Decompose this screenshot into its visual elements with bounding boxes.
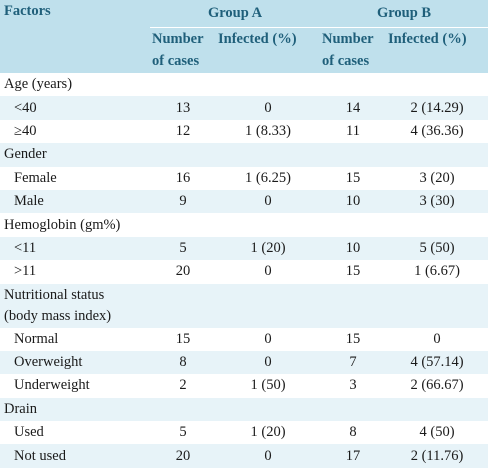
section-label-line2: (body mass index) <box>4 307 112 324</box>
header-a-infected-label: Infected (%) <box>218 31 297 47</box>
header-a-cases-line1: Number <box>152 31 204 47</box>
group-a-infected: 1 (50) <box>216 374 321 398</box>
group-a-cases: 8 <box>150 350 216 375</box>
header-row-columns: Number of cases Infected (%) Number of c… <box>0 27 488 73</box>
table-row: Overweight 8 0 7 4 (57.14) <box>0 350 488 375</box>
table-row: >11 20 0 15 1 (6.67) <box>0 260 488 284</box>
group-b-infected: 4 (36.36) <box>386 119 488 144</box>
group-b-cases: 17 <box>320 444 387 468</box>
group-a-infected: 1 (8.33) <box>216 119 321 144</box>
section-row-drain: Drain <box>0 397 488 422</box>
group-b-infected: 2 (66.67) <box>386 374 488 398</box>
group-a-infected: 0 <box>216 260 321 284</box>
section-label: Hemoglobin (gm%) <box>0 213 488 237</box>
group-b-cases: 15 <box>320 166 387 190</box>
group-b-infected: 4 (57.14) <box>386 350 488 375</box>
group-b-cases: 3 <box>320 374 387 398</box>
group-a-cases: 15 <box>150 327 216 351</box>
row-label: >11 <box>0 260 150 284</box>
table-row: <40 13 0 14 2 (14.29) <box>0 96 488 120</box>
row-label: Overweight <box>0 350 150 375</box>
row-label: Normal <box>0 327 150 351</box>
group-a-cases: 5 <box>150 421 216 445</box>
group-b-infected: 2 (14.29) <box>386 96 488 120</box>
group-a-cases: 13 <box>150 96 216 120</box>
header-b-infected: Infected (%) <box>386 27 488 73</box>
group-b-cases: 15 <box>320 327 387 351</box>
group-a-cases: 9 <box>150 189 216 214</box>
header-group-b: Group B <box>320 0 488 28</box>
group-b-cases: 10 <box>320 236 387 261</box>
header-a-cases: Number of cases <box>150 27 216 73</box>
group-b-cases: 15 <box>320 260 387 284</box>
group-a-infected: 0 <box>216 350 321 375</box>
group-a-cases: 16 <box>150 166 216 190</box>
section-label-line1: Nutritional status <box>4 286 105 303</box>
group-a-infected: 0 <box>216 327 321 351</box>
row-label: ≥40 <box>0 119 150 144</box>
group-b-cases: 7 <box>320 350 387 375</box>
header-group-a: Group A <box>150 0 321 28</box>
section-row-hemoglobin: Hemoglobin (gm%) <box>0 213 488 237</box>
section-label: Gender <box>0 143 488 167</box>
table-row: <11 5 1 (20) 10 5 (50) <box>0 236 488 261</box>
header-b-cases-line1: Number <box>322 31 374 47</box>
section-label: Nutritional status (body mass index) <box>0 283 488 328</box>
header-b-cases: Number of cases <box>320 27 387 73</box>
group-a-cases: 12 <box>150 119 216 144</box>
group-b-infected: 2 (11.76) <box>386 444 488 468</box>
group-b-infected: 3 (30) <box>386 189 488 214</box>
group-a-cases: 2 <box>150 374 216 398</box>
group-a-infected: 0 <box>216 189 321 214</box>
section-row-nutritional-status: Nutritional status (body mass index) <box>0 283 488 328</box>
row-label: Not used <box>0 444 150 468</box>
section-row-age: Age (years) <box>0 73 488 97</box>
row-label: <40 <box>0 96 150 120</box>
group-a-cases: 5 <box>150 236 216 261</box>
group-b-infected: 1 (6.67) <box>386 260 488 284</box>
table-row: Used 5 1 (20) 8 4 (50) <box>0 421 488 445</box>
table-row: Underweight 2 1 (50) 3 2 (66.67) <box>0 374 488 398</box>
group-a-infected: 0 <box>216 96 321 120</box>
table-row: Male 9 0 10 3 (30) <box>0 189 488 214</box>
row-label: <11 <box>0 236 150 261</box>
group-b-cases: 8 <box>320 421 387 445</box>
section-row-gender: Gender <box>0 143 488 167</box>
header-b-infected-label: Infected (%) <box>388 31 467 47</box>
section-label: Drain <box>0 397 488 422</box>
group-a-infected: 0 <box>216 444 321 468</box>
table-row: Female 16 1 (6.25) 15 3 (20) <box>0 166 488 190</box>
header-a-infected: Infected (%) <box>216 27 321 73</box>
group-b-infected: 3 (20) <box>386 166 488 190</box>
group-b-cases: 10 <box>320 189 387 214</box>
group-a-infected: 1 (20) <box>216 236 321 261</box>
table-row: Not used 20 0 17 2 (11.76) <box>0 444 488 468</box>
row-label: Underweight <box>0 374 150 398</box>
table-row: Normal 15 0 15 0 <box>0 327 488 351</box>
group-a-cases: 20 <box>150 444 216 468</box>
row-label: Female <box>0 166 150 190</box>
header-a-cases-line2: of cases <box>152 53 200 69</box>
group-b-infected: 4 (50) <box>386 421 488 445</box>
group-a-infected: 1 (20) <box>216 421 321 445</box>
group-b-infected: 0 <box>386 327 488 351</box>
group-a-cases: 20 <box>150 260 216 284</box>
header-row-groups: Factors Group A Group B <box>0 0 488 73</box>
section-label: Age (years) <box>0 73 488 97</box>
row-label: Male <box>0 189 150 214</box>
row-label: Used <box>0 421 150 445</box>
group-b-cases: 14 <box>320 96 387 120</box>
header-factors: Factors <box>0 0 150 73</box>
header-b-cases-line2: of cases <box>322 53 370 69</box>
group-b-cases: 11 <box>320 119 387 144</box>
table-row: ≥40 12 1 (8.33) 11 4 (36.36) <box>0 119 488 144</box>
group-b-infected: 5 (50) <box>386 236 488 261</box>
group-a-infected: 1 (6.25) <box>216 166 321 190</box>
